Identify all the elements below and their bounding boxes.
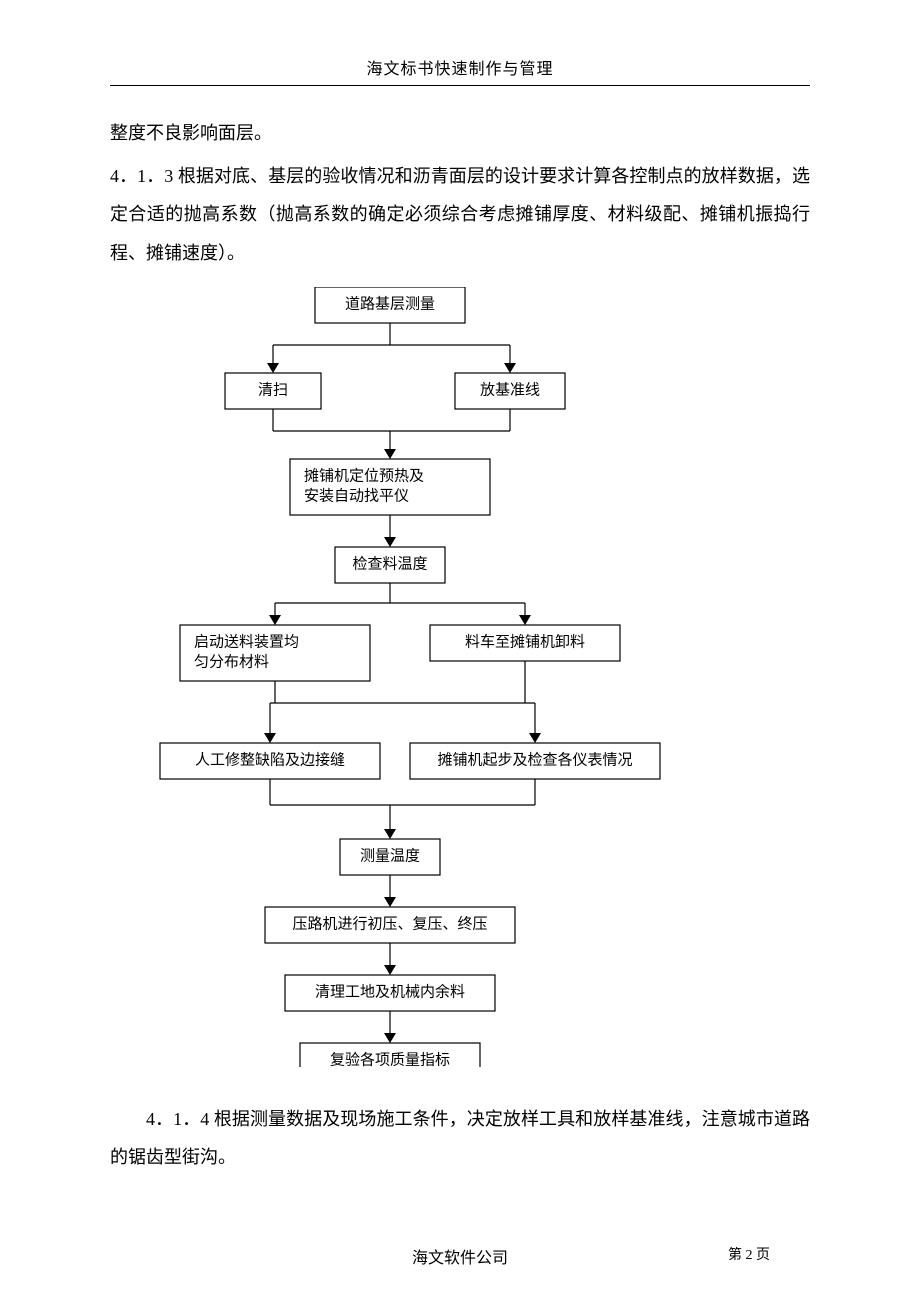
svg-text:安装自动找平仪: 安装自动找平仪 bbox=[304, 487, 409, 504]
header-rule bbox=[110, 85, 810, 86]
svg-text:放基准线: 放基准线 bbox=[480, 381, 540, 398]
flowchart-svg: 道路基层测量清扫 放基准线摊铺机定位预热及安装自动找平仪检查料温度启动送料装置均匀… bbox=[110, 287, 670, 1067]
footer-page-number: 第 2 页 bbox=[728, 1244, 770, 1264]
svg-text:摊铺机定位预热及: 摊铺机定位预热及 bbox=[304, 467, 424, 484]
svg-text:测量温度: 测量温度 bbox=[360, 847, 420, 864]
svg-text:料车至摊铺机卸料: 料车至摊铺机卸料 bbox=[465, 633, 585, 650]
svg-text:清理工地及机械内余料: 清理工地及机械内余料 bbox=[315, 982, 465, 1000]
paragraph-414: 4．1．4 根据测量数据及现场施工条件，决定放样工具和放样基准线，注意城市道路的… bbox=[110, 1100, 810, 1177]
svg-text:检查料温度: 检查料温度 bbox=[352, 555, 427, 572]
svg-text:人工修整缺陷及边接缝: 人工修整缺陷及边接缝 bbox=[195, 751, 345, 768]
paragraph-413: 4．1．3 根据对底、基层的验收情况和沥青面层的设计要求计算各控制点的放样数据，… bbox=[110, 157, 810, 273]
svg-text:匀分布材料: 匀分布材料 bbox=[194, 653, 269, 670]
svg-text:压路机进行初压、复压、终压: 压路机进行初压、复压、终压 bbox=[292, 914, 487, 932]
process-flowchart: 道路基层测量清扫 放基准线摊铺机定位预热及安装自动找平仪检查料温度启动送料装置均匀… bbox=[110, 287, 810, 1072]
paragraph-top: 整度不良影响面层。 bbox=[110, 114, 810, 153]
running-header: 海文标书快速制作与管理 bbox=[110, 55, 810, 85]
document-page: 海文标书快速制作与管理 整度不良影响面层。 4．1．3 根据对底、基层的验收情况… bbox=[0, 0, 920, 1302]
svg-text:清扫: 清扫 bbox=[258, 381, 288, 398]
svg-text:启动送料装置均: 启动送料装置均 bbox=[194, 633, 299, 650]
svg-text:复验各项质量指标: 复验各项质量指标 bbox=[330, 1050, 450, 1067]
svg-text:摊铺机起步及检查各仪表情况: 摊铺机起步及检查各仪表情况 bbox=[437, 751, 632, 768]
footer-company: 海文软件公司 bbox=[110, 1244, 810, 1268]
page-footer: 海文软件公司 第 2 页 bbox=[0, 1244, 920, 1268]
svg-text:道路基层测量: 道路基层测量 bbox=[345, 295, 435, 312]
